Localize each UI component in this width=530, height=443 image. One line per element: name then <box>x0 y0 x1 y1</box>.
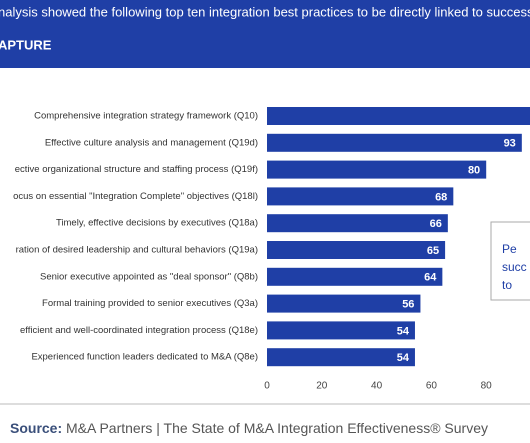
y-tick-label: Senior executive appointed as "deal spon… <box>40 271 258 282</box>
value-label: 66 <box>430 218 442 230</box>
y-tick-label: ration of desired leadership and cultura… <box>16 245 258 256</box>
bar <box>267 294 421 313</box>
value-label: 80 <box>468 165 480 177</box>
bar <box>267 241 446 259</box>
y-tick-label: efficient and well-coordinated integrati… <box>20 325 258 336</box>
bar <box>267 321 415 340</box>
annotation-box <box>490 221 530 301</box>
x-tick-label: 60 <box>426 381 438 392</box>
y-tick-label: Experienced function leaders dedicated t… <box>31 352 258 363</box>
bar <box>267 107 530 125</box>
annotation-text: to <box>502 278 512 292</box>
y-tick-label: ocus on essential "Integration Complete"… <box>13 191 258 202</box>
y-tick-label: Timely, effective decisions by executive… <box>56 218 258 229</box>
header-band <box>0 0 530 68</box>
y-tick-label: Effective culture analysis and managemen… <box>45 137 258 148</box>
bar <box>267 214 448 233</box>
bar <box>267 267 443 286</box>
value-label: 54 <box>397 325 410 337</box>
x-tick-label: 80 <box>481 381 493 392</box>
bar <box>267 133 522 152</box>
value-label: 65 <box>427 245 439 257</box>
source: Source: M&A Partners | The State of M&A … <box>10 420 488 436</box>
x-tick-label: 0 <box>264 381 270 392</box>
bar <box>267 160 487 179</box>
header-text: nalysis showed the following top ten int… <box>0 4 530 19</box>
source-label: Source: <box>10 420 62 436</box>
bar <box>267 348 415 367</box>
value-label: 54 <box>397 352 410 364</box>
x-tick-label: 40 <box>371 381 383 392</box>
y-tick-label: Comprehensive integration strategy frame… <box>34 111 258 122</box>
value-label: 56 <box>402 299 414 311</box>
annotation-text: Pe <box>502 242 517 256</box>
bar <box>267 187 454 206</box>
value-label: 68 <box>435 191 447 203</box>
value-label: 64 <box>424 272 437 284</box>
y-tick-label: ective organizational structure and staf… <box>15 164 258 175</box>
annotation-text: succ <box>502 260 527 274</box>
value-label: 93 <box>504 138 516 150</box>
y-tick-label: Formal training provided to senior execu… <box>42 298 258 309</box>
x-tick-label: 20 <box>316 381 328 392</box>
header-subtext: APTURE <box>0 37 52 52</box>
source-text: M&A Partners | The State of M&A Integrat… <box>66 420 488 436</box>
